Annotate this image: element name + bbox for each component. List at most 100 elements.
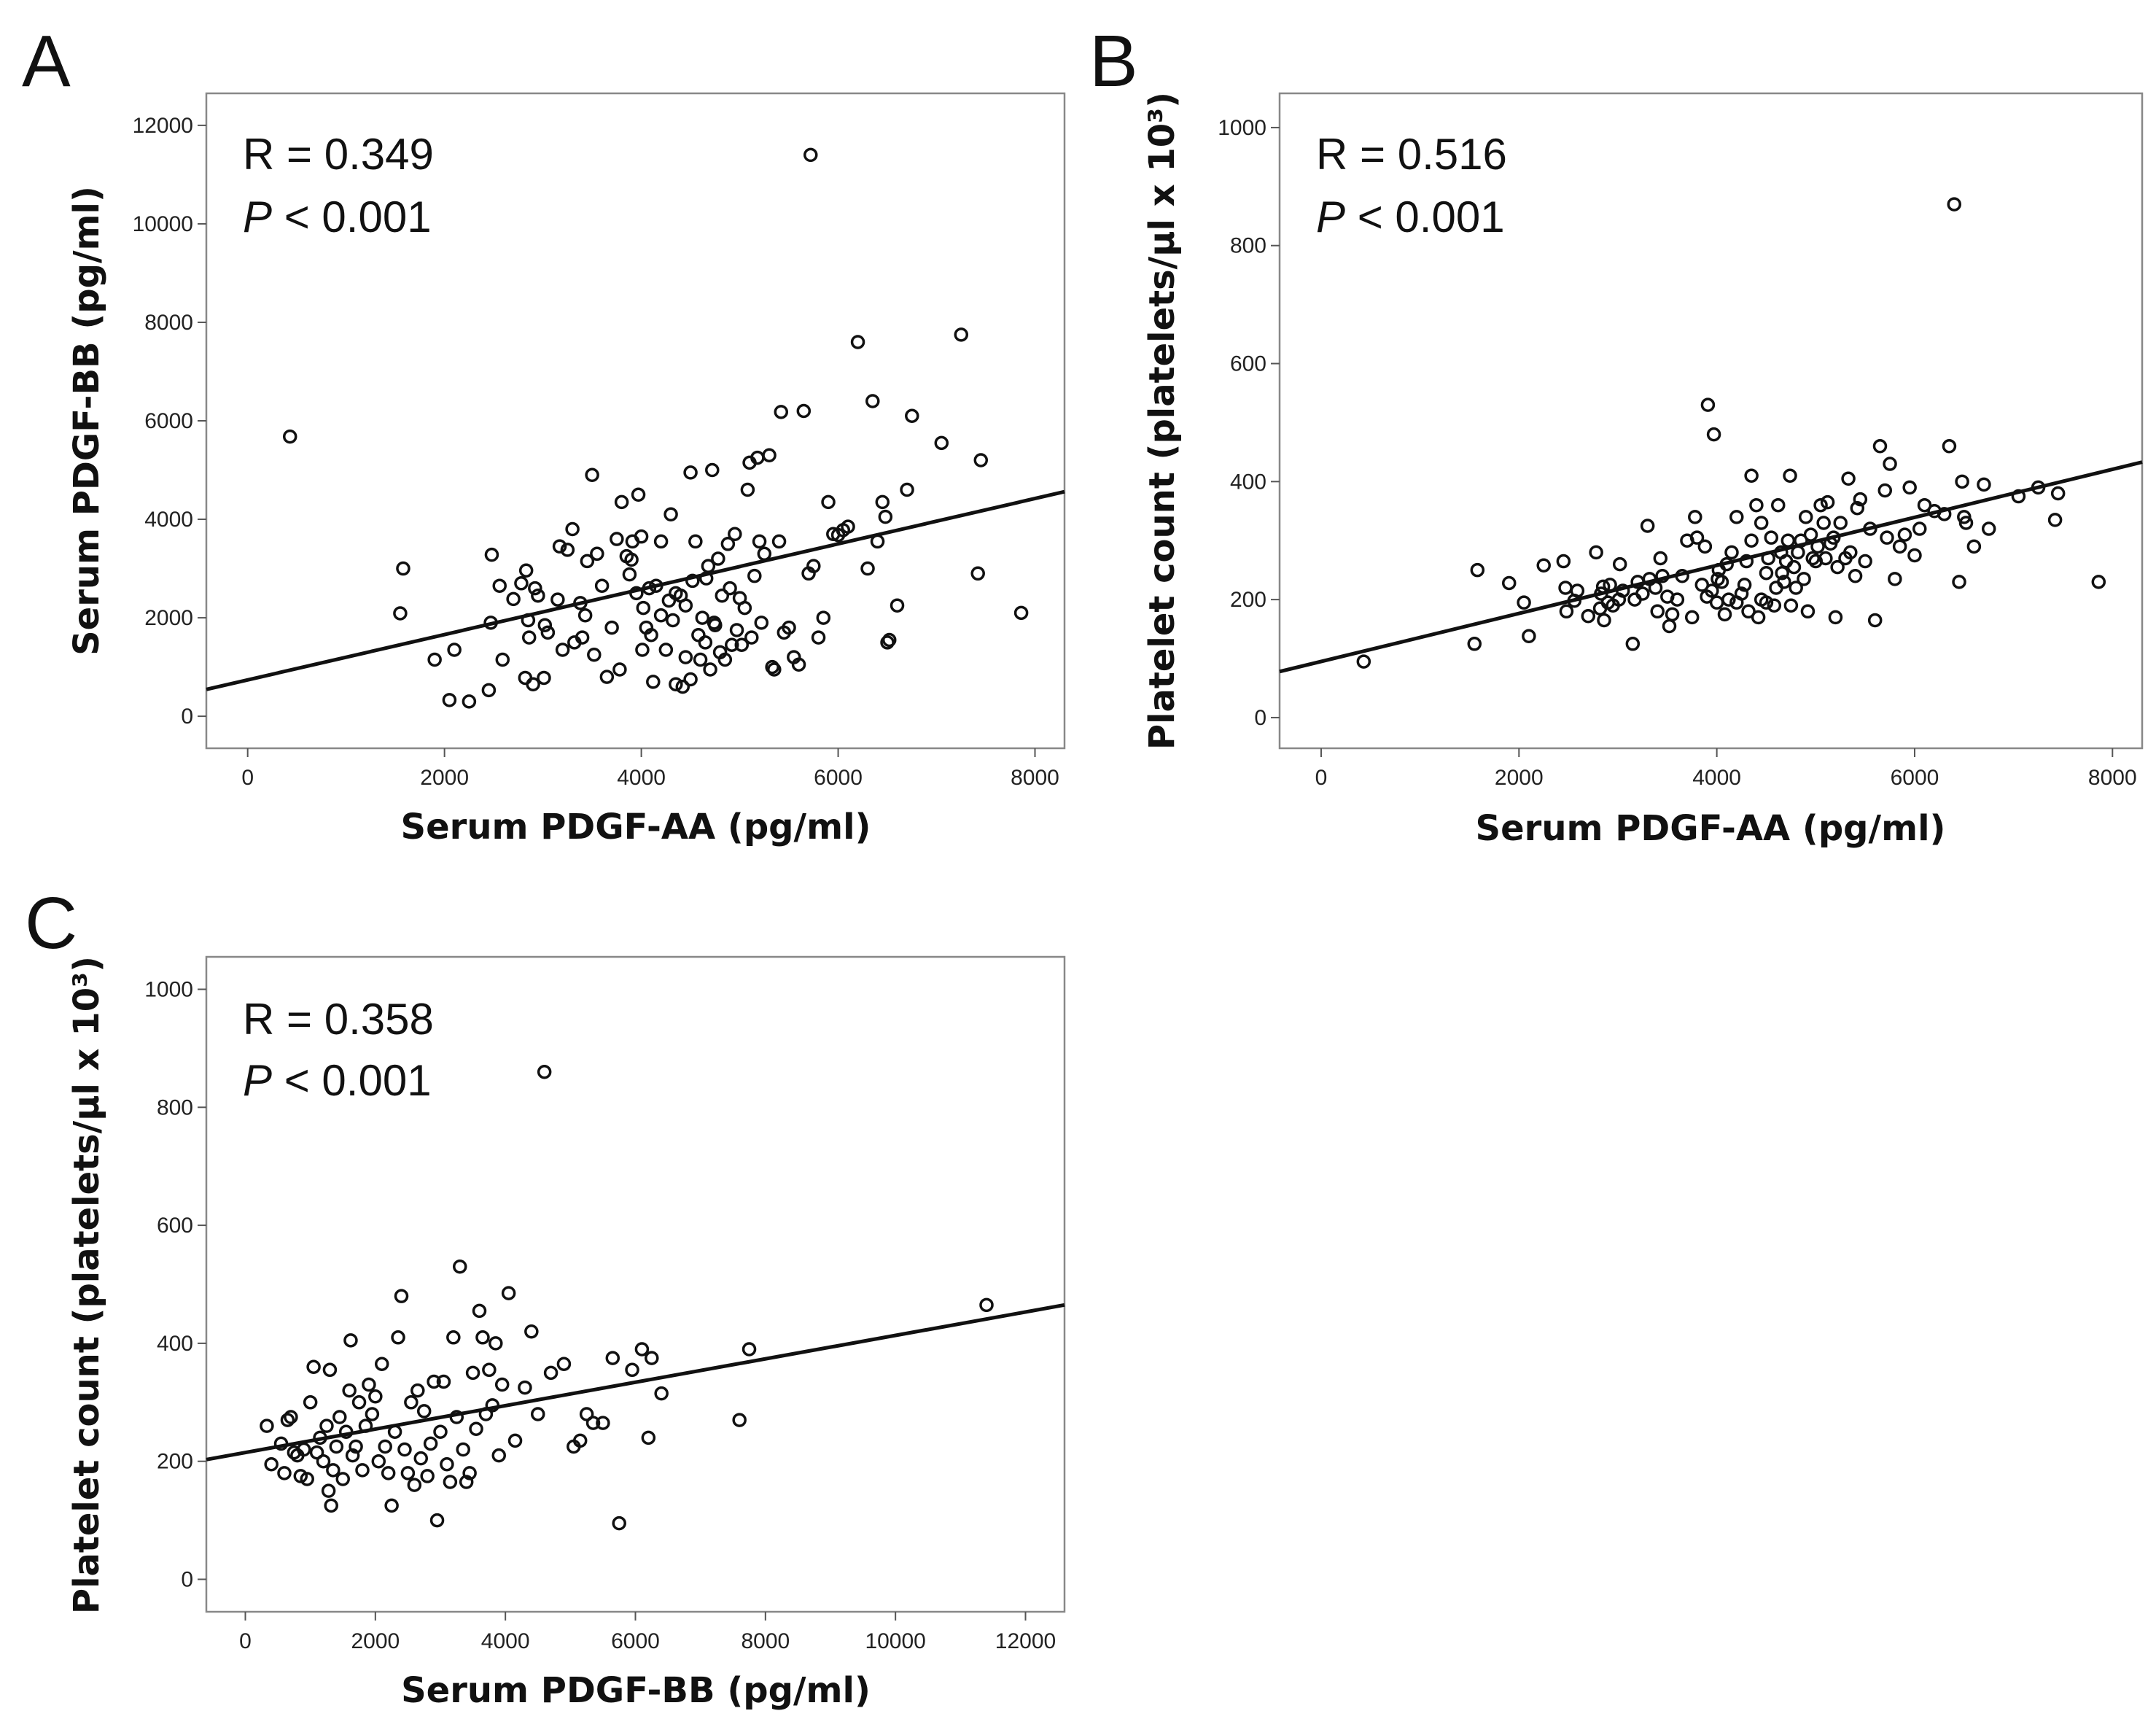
data-point-b bbox=[1767, 598, 1782, 613]
data-point-c bbox=[309, 1445, 324, 1460]
data-point-a bbox=[934, 435, 949, 451]
data-point-b bbox=[1650, 604, 1665, 619]
data-point-b bbox=[1880, 530, 1894, 545]
stat-r-a: R = 0.349 bbox=[243, 130, 434, 179]
data-point-c bbox=[440, 1456, 454, 1472]
data-point-a bbox=[580, 554, 595, 569]
data-point-a bbox=[850, 335, 865, 349]
data-point-b bbox=[1966, 539, 1982, 554]
data-point-a bbox=[693, 652, 708, 667]
data-point-c bbox=[634, 1342, 650, 1357]
data-point-a bbox=[890, 598, 905, 613]
y-tick-label-a: 8000 bbox=[144, 311, 193, 335]
data-point-b bbox=[1888, 572, 1902, 586]
x-tick-label-a: 0 bbox=[241, 766, 254, 790]
data-point-b bbox=[1907, 548, 1922, 563]
data-point-a bbox=[771, 534, 787, 549]
data-point-c bbox=[384, 1498, 399, 1513]
data-point-c bbox=[625, 1362, 639, 1378]
data-point-a bbox=[396, 561, 410, 576]
data-point-a bbox=[720, 537, 736, 551]
data-point-b bbox=[1977, 477, 1991, 492]
data-point-b bbox=[1955, 474, 1969, 489]
plot-area-b bbox=[1278, 92, 2144, 750]
data-point-a bbox=[715, 588, 730, 603]
data-point-a bbox=[644, 627, 658, 643]
stat-p-rest-a: < 0.001 bbox=[272, 193, 432, 241]
data-point-b bbox=[1777, 575, 1791, 589]
data-point-a bbox=[624, 552, 639, 567]
data-point-c bbox=[654, 1386, 669, 1401]
data-point-a bbox=[860, 561, 875, 576]
data-point-a bbox=[701, 559, 716, 573]
data-point-a bbox=[954, 327, 969, 342]
data-point-c bbox=[391, 1330, 405, 1345]
data-point-b bbox=[2047, 513, 2063, 527]
data-point-a bbox=[816, 610, 831, 625]
data-point-a bbox=[531, 588, 545, 603]
data-point-b bbox=[1689, 530, 1705, 545]
data-point-a bbox=[666, 613, 680, 628]
data-point-c bbox=[641, 1430, 656, 1445]
data-point-a bbox=[521, 630, 537, 645]
data-point-b bbox=[1958, 516, 1974, 530]
data-point-c bbox=[413, 1451, 428, 1466]
data-point-a bbox=[495, 652, 510, 667]
data-point-b bbox=[1700, 397, 1716, 412]
data-point-a bbox=[526, 677, 540, 691]
data-point-a bbox=[695, 610, 710, 625]
data-point-b bbox=[1775, 565, 1789, 581]
panel-a: A 0 2000 4000 6000 8000 10000 12000 0 2000 4000 6… bbox=[22, 20, 1066, 847]
data-point-a bbox=[634, 529, 649, 544]
x-axis-label-c: Serum PDGF-BB (pg/ml) bbox=[401, 1670, 871, 1711]
data-point-a bbox=[537, 670, 551, 686]
data-point-b bbox=[1670, 592, 1685, 607]
data-point-b bbox=[1830, 559, 1845, 575]
data-point-b bbox=[1714, 575, 1729, 589]
data-point-b bbox=[1912, 521, 1927, 536]
data-point-b bbox=[1517, 595, 1531, 610]
y-tick-label-a: 10000 bbox=[133, 212, 193, 236]
data-point-a bbox=[675, 679, 690, 694]
data-point-c bbox=[329, 1439, 344, 1454]
data-point-c bbox=[645, 1351, 659, 1365]
data-point-c bbox=[324, 1498, 338, 1513]
data-point-b bbox=[1729, 510, 1744, 524]
data-point-c bbox=[489, 1336, 503, 1351]
data-point-c bbox=[316, 1454, 331, 1469]
x-tick-label-c: 2000 bbox=[351, 1629, 400, 1653]
data-point-a bbox=[646, 675, 661, 689]
stat-p-italic-c: P bbox=[243, 1056, 272, 1105]
data-point-c bbox=[420, 1469, 435, 1483]
y-tick-label-a: 0 bbox=[181, 705, 193, 729]
data-point-a bbox=[723, 581, 737, 596]
data-point-a bbox=[729, 623, 744, 637]
x-axis-label-b: Serum PDGF-AA (pg/ml) bbox=[1476, 808, 1946, 849]
data-point-b bbox=[1581, 609, 1596, 624]
data-point-a bbox=[678, 650, 693, 664]
data-point-a bbox=[905, 408, 919, 423]
data-point-a bbox=[537, 618, 553, 632]
x-tick-label-b: 2000 bbox=[1495, 766, 1544, 790]
data-point-a bbox=[610, 532, 624, 546]
data-point-c bbox=[365, 1407, 380, 1421]
y-ticks-a: 0 2000 4000 6000 8000 10000 12000 bbox=[133, 114, 206, 729]
data-point-a bbox=[811, 630, 826, 645]
data-point-b bbox=[1559, 604, 1574, 619]
y-axis-label-b: Platelet count (platelets/µl x 10³) bbox=[1142, 92, 1183, 750]
y-axis-label-a: Serum PDGF-BB (pg/ml) bbox=[66, 186, 107, 656]
data-point-c bbox=[277, 1466, 292, 1480]
data-point-b bbox=[1684, 610, 1700, 625]
x-tick-label-b: 8000 bbox=[2088, 766, 2137, 790]
data-point-a bbox=[791, 657, 806, 672]
data-point-a bbox=[821, 494, 836, 510]
data-point-b bbox=[1665, 607, 1680, 622]
y-axis-label-c: Platelet count (platelets/µl x 10³) bbox=[66, 956, 107, 1614]
data-point-b bbox=[1902, 480, 1917, 495]
y-tick-label-b: 600 bbox=[1230, 352, 1266, 376]
y-tick-label-a: 6000 bbox=[144, 409, 193, 433]
data-point-a bbox=[678, 598, 693, 613]
y-ticks-b: 0 200 400 600 800 1000 bbox=[1218, 116, 1280, 730]
data-point-a bbox=[631, 487, 646, 502]
x-tick-label-b: 0 bbox=[1315, 766, 1328, 790]
